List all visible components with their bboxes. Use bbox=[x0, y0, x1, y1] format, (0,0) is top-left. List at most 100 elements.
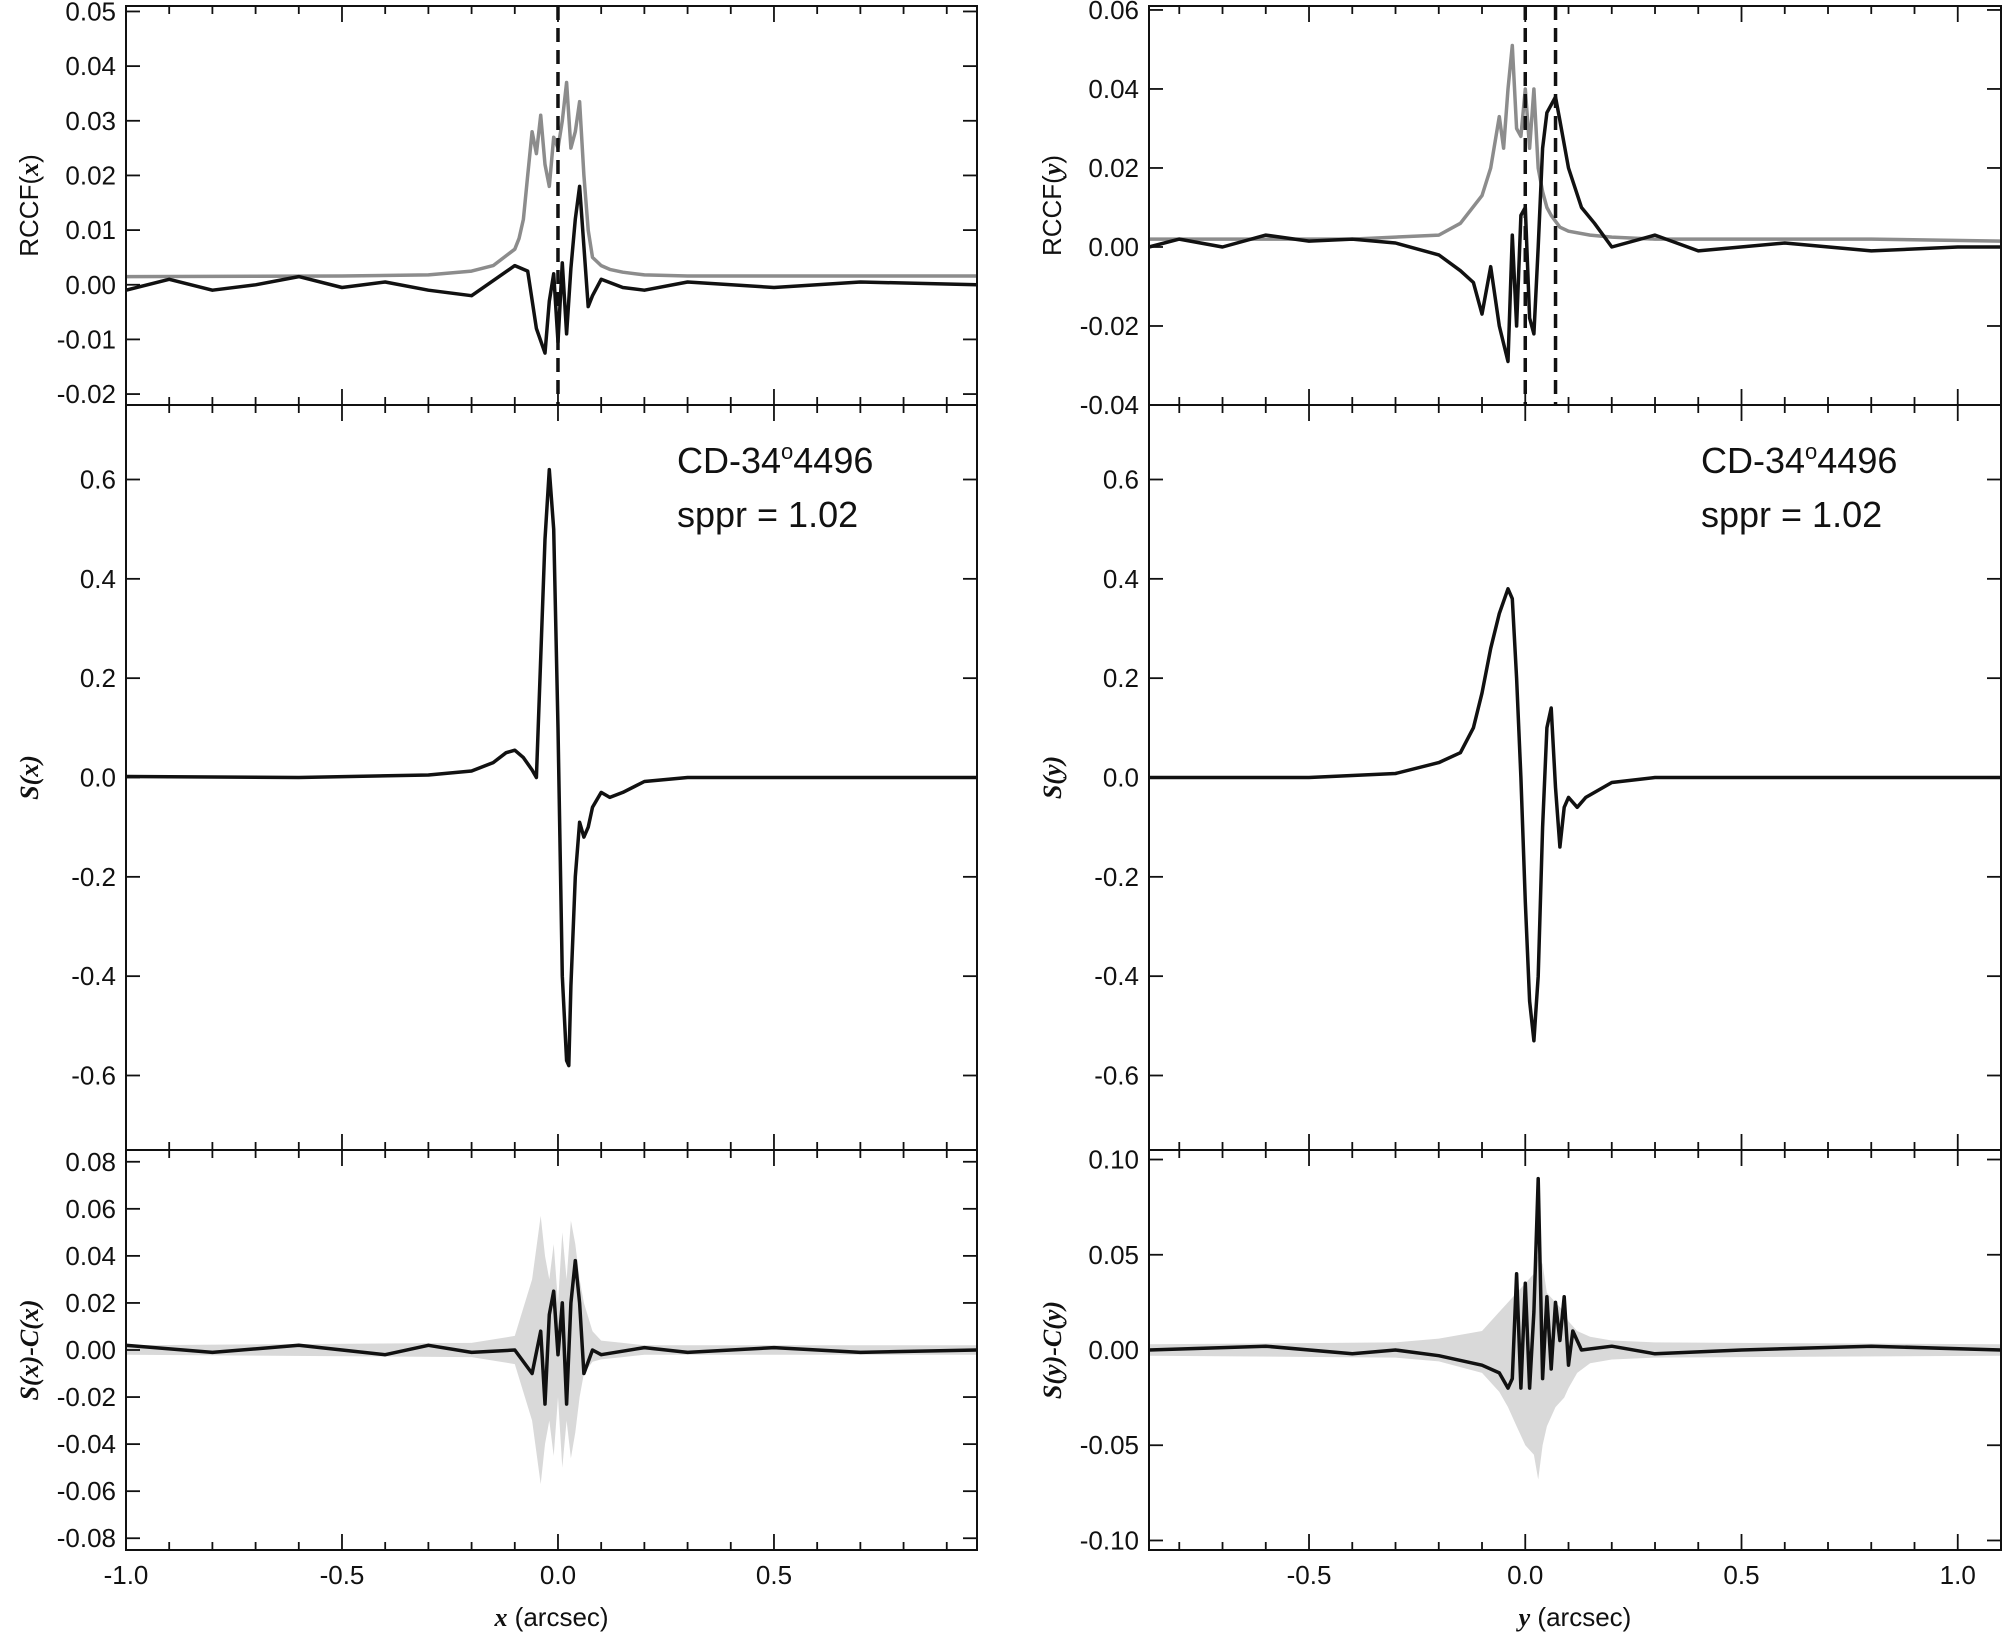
series-line-2 bbox=[1148, 95, 2001, 364]
y-tick-label: 0.6 bbox=[1103, 465, 1139, 495]
y-axis-title-variable: S(y)-C(y) bbox=[1038, 1301, 1067, 1399]
x-tick-label: -0.5 bbox=[1287, 1560, 1332, 1590]
y-tick-label: -0.4 bbox=[71, 961, 116, 991]
star-number: 4496 bbox=[1817, 440, 1897, 481]
y-tick-label: 0.6 bbox=[80, 465, 116, 495]
y-tick-label: 0.03 bbox=[65, 106, 116, 136]
y-tick-label: 0.01 bbox=[65, 215, 116, 245]
panel-left-bottom: -0.08 -0.06 -0.04 -0.02 0.00 0.02 0.04 0.06 0.08… bbox=[15, 1147, 978, 1632]
star-name-label: CD-34o4496 bbox=[1701, 439, 1897, 481]
series-line-1 bbox=[125, 467, 977, 1068]
star-number: 4496 bbox=[793, 440, 873, 481]
y-tick-label: -0.02 bbox=[1080, 311, 1139, 341]
x-axis-title-unit: (arcsec) bbox=[507, 1602, 608, 1632]
star-name-label: CD-34o4496 bbox=[677, 439, 873, 481]
x-tick-label: 1.0 bbox=[1940, 1560, 1976, 1590]
y-tick-label: -0.2 bbox=[1094, 862, 1139, 892]
series-line-1 bbox=[1148, 1176, 2002, 1390]
x-tick-label: 0.0 bbox=[1507, 1560, 1543, 1590]
y-tick-label: 0.02 bbox=[65, 1288, 116, 1318]
y-axis-title-variable: y bbox=[1038, 163, 1067, 178]
y-tick-label: 0.0 bbox=[1103, 763, 1139, 793]
y-tick-label: -0.08 bbox=[57, 1523, 116, 1553]
y-tick-label: 0.00 bbox=[1088, 232, 1139, 262]
y-tick-label: 0.04 bbox=[65, 1241, 116, 1271]
y-tick-label: 0.10 bbox=[1088, 1145, 1139, 1175]
y-axis-title-prefix: RCCF( bbox=[1037, 175, 1067, 256]
plot-frame bbox=[1148, 5, 2002, 406]
y-axis-title: RCCF(x) bbox=[14, 154, 44, 257]
y-tick-label: 0.02 bbox=[1088, 153, 1139, 183]
x-axis-title: x (arcsec) bbox=[493, 1602, 608, 1632]
y-tick-label: 0.00 bbox=[65, 1335, 116, 1365]
y-tick-label: -0.05 bbox=[1080, 1430, 1139, 1460]
y-tick-label: 0.4 bbox=[1103, 564, 1139, 594]
uncertainty-band bbox=[1149, 1254, 2001, 1480]
y-tick-label: -0.04 bbox=[57, 1429, 116, 1459]
y-tick-label: -0.2 bbox=[71, 862, 116, 892]
star-name: CD-34 bbox=[677, 440, 781, 481]
x-tick-label: 0.5 bbox=[1723, 1560, 1759, 1590]
series-line-1 bbox=[1149, 43, 2002, 243]
y-tick-label: 0.00 bbox=[1088, 1335, 1139, 1365]
y-tick-label: 0.06 bbox=[1088, 0, 1139, 25]
y-tick-label: 0.4 bbox=[80, 564, 116, 594]
x-tick-label: 0.5 bbox=[756, 1560, 792, 1590]
y-tick-label: 0.0 bbox=[80, 763, 116, 793]
y-tick-label: -0.6 bbox=[71, 1061, 116, 1091]
y-tick-label: -0.06 bbox=[57, 1476, 116, 1506]
y-axis-title-variable: S(x) bbox=[15, 755, 44, 800]
x-axis-title-unit: (arcsec) bbox=[1530, 1602, 1631, 1632]
y-axis-title: S(x)-C(x) bbox=[15, 1299, 44, 1400]
series-line-2 bbox=[125, 184, 978, 355]
y-axis-title: S(y) bbox=[1038, 756, 1067, 799]
y-axis-title: S(y)-C(y) bbox=[1038, 1301, 1067, 1399]
uncertainty-band bbox=[126, 1215, 977, 1485]
y-tick-label: 0.04 bbox=[1088, 74, 1139, 104]
y-tick-label: 0.2 bbox=[1103, 663, 1139, 693]
y-tick-label: -0.4 bbox=[1094, 961, 1139, 991]
y-tick-label: 0.2 bbox=[80, 663, 116, 693]
sppr-label: sppr = 1.02 bbox=[677, 494, 858, 535]
y-axis-title: S(x) bbox=[15, 755, 44, 800]
y-axis-title: RCCF(y) bbox=[1037, 155, 1067, 256]
y-tick-label: -0.10 bbox=[1080, 1525, 1139, 1555]
series-line-1 bbox=[1149, 587, 2001, 1043]
panel-right-middle: -0.6 -0.4 -0.2 0.0 0.2 0.4 0.6 S(y) CD-34o4496 sp… bbox=[1038, 404, 2002, 1151]
star-name: CD-34 bbox=[1701, 440, 1805, 481]
x-axis-title-variable: x bbox=[493, 1603, 507, 1632]
x-tick-label: -0.5 bbox=[320, 1560, 365, 1590]
series-line-1 bbox=[125, 1258, 978, 1406]
y-axis-title-suffix: ) bbox=[1037, 155, 1067, 164]
y-tick-label: 0.04 bbox=[65, 51, 116, 81]
degree-symbol: o bbox=[781, 439, 793, 464]
y-tick-label: 0.05 bbox=[1088, 1240, 1139, 1270]
y-axis-title-variable: x bbox=[15, 163, 44, 177]
x-tick-label: -1.0 bbox=[104, 1560, 149, 1590]
panel-right-bottom: -0.10 -0.05 0.00 0.05 0.10 -0.5 0.0 0.5 1.0 S(y)-… bbox=[1038, 1145, 2002, 1632]
y-tick-label: -0.6 bbox=[1094, 1061, 1139, 1091]
sppr-label: sppr = 1.02 bbox=[1701, 494, 1882, 535]
y-axis-title-variable: S(y) bbox=[1038, 756, 1067, 799]
y-tick-label: -0.04 bbox=[1080, 390, 1139, 420]
x-axis-title: y (arcsec) bbox=[1516, 1602, 1632, 1632]
y-tick-label: 0.08 bbox=[65, 1147, 116, 1177]
panel-left-middle: -0.6 -0.4 -0.2 0.0 0.2 0.4 0.6 S(x) CD-34o4496 sp… bbox=[15, 404, 978, 1151]
y-tick-label: 0.02 bbox=[65, 160, 116, 190]
y-tick-label: 0.00 bbox=[65, 270, 116, 300]
y-tick-label: -0.02 bbox=[57, 1382, 116, 1412]
y-axis-title-variable: S(x)-C(x) bbox=[15, 1299, 44, 1400]
y-axis-title-suffix: ) bbox=[14, 154, 44, 163]
degree-symbol: o bbox=[1805, 439, 1817, 464]
y-tick-label: 0.06 bbox=[65, 1194, 116, 1224]
panel-left-top: -0.02 -0.01 0.00 0.01 0.02 0.03 0.04 0.05 RCCF(x… bbox=[14, 0, 978, 409]
series-line-1 bbox=[125, 80, 977, 279]
plot-frame bbox=[125, 5, 978, 406]
x-tick-label: 0.0 bbox=[540, 1560, 576, 1590]
y-tick-label: 0.05 bbox=[65, 0, 116, 26]
y-tick-label: -0.01 bbox=[57, 324, 116, 354]
x-axis-title-variable: y bbox=[1516, 1603, 1531, 1632]
panel-right-top: -0.04 -0.02 0.00 0.02 0.04 0.06 RCCF(y) bbox=[1037, 0, 2002, 420]
y-axis-title-prefix: RCCF( bbox=[14, 176, 44, 257]
